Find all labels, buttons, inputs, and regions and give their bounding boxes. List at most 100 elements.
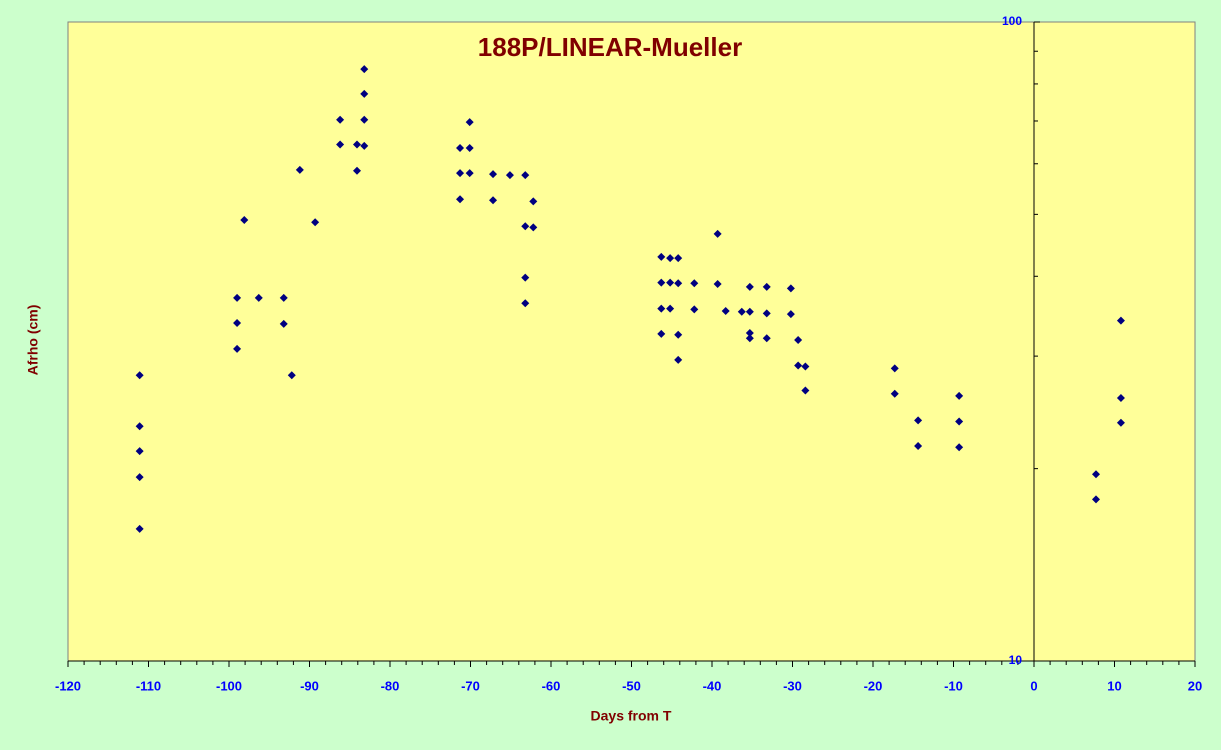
data-point xyxy=(233,293,242,302)
x-tick-label: -40 xyxy=(703,678,722,693)
data-point xyxy=(233,319,242,328)
data-point xyxy=(240,215,249,224)
data-point xyxy=(745,307,754,316)
chart-title: 188P/LINEAR-Mueller xyxy=(478,32,742,62)
data-point xyxy=(794,361,803,370)
data-point xyxy=(279,293,288,302)
x-tick-label: -70 xyxy=(461,678,480,693)
data-point xyxy=(737,307,746,316)
data-point xyxy=(360,115,369,124)
data-point xyxy=(279,319,288,328)
data-point xyxy=(521,171,530,180)
data-point xyxy=(955,391,964,400)
data-point xyxy=(762,334,771,343)
y-axis-label: Afrho (cm) xyxy=(25,305,41,376)
x-tick-label: -90 xyxy=(300,678,319,693)
data-point xyxy=(721,306,730,315)
data-point xyxy=(666,304,675,313)
data-point xyxy=(295,165,304,174)
data-point xyxy=(135,422,144,431)
data-point xyxy=(786,310,795,319)
x-tick-label: -60 xyxy=(542,678,561,693)
x-tick-label: -110 xyxy=(136,678,161,693)
data-point xyxy=(489,196,498,205)
data-point xyxy=(336,115,345,124)
data-point xyxy=(955,443,964,452)
data-point xyxy=(456,195,465,204)
data-point xyxy=(914,442,923,451)
data-point xyxy=(1091,495,1100,504)
data-point xyxy=(745,329,754,338)
data-point xyxy=(1116,316,1125,325)
data-point xyxy=(465,118,474,127)
data-point xyxy=(890,364,899,373)
data-point xyxy=(890,389,899,398)
data-point xyxy=(254,293,263,302)
data-point xyxy=(666,254,675,263)
data-point xyxy=(955,417,964,426)
data-point xyxy=(657,252,666,261)
data-point xyxy=(690,305,699,314)
x-tick-label: -100 xyxy=(216,678,242,693)
data-point xyxy=(713,280,722,289)
data-point xyxy=(713,229,722,238)
data-point xyxy=(456,144,465,153)
data-point xyxy=(674,330,683,339)
data-point xyxy=(1116,393,1125,402)
data-point xyxy=(914,416,923,425)
data-point xyxy=(352,166,361,175)
data-point xyxy=(336,140,345,149)
data-point xyxy=(311,218,320,227)
data-point xyxy=(657,304,666,313)
data-point xyxy=(1091,470,1100,479)
x-tick-label: -30 xyxy=(783,678,802,693)
x-tick-label: -10 xyxy=(944,678,963,693)
data-point xyxy=(674,279,683,288)
y-tick-label: 10 xyxy=(1009,653,1023,667)
data-point xyxy=(666,278,675,287)
data-point xyxy=(786,284,795,293)
y-tick-label: 100 xyxy=(1002,14,1022,28)
data-point xyxy=(801,386,810,395)
data-point xyxy=(674,355,683,364)
x-tick-label: 20 xyxy=(1188,678,1202,693)
data-point xyxy=(521,222,530,231)
data-point xyxy=(287,371,296,380)
data-point xyxy=(745,334,754,343)
data-point xyxy=(690,279,699,288)
data-point xyxy=(801,362,810,371)
data-point xyxy=(489,170,498,179)
data-point xyxy=(456,169,465,178)
x-tick-label: -80 xyxy=(381,678,400,693)
x-tick-label: -50 xyxy=(622,678,641,693)
x-axis-label: Days from T xyxy=(591,708,672,724)
data-point xyxy=(465,144,474,153)
data-point xyxy=(674,254,683,263)
data-point xyxy=(135,447,144,456)
data-point xyxy=(352,140,361,149)
x-tick-label: -20 xyxy=(864,678,883,693)
data-point xyxy=(762,282,771,291)
data-point xyxy=(135,371,144,380)
x-tick-label: 10 xyxy=(1107,678,1121,693)
plot-area xyxy=(67,21,1196,662)
data-point xyxy=(657,278,666,287)
data-point xyxy=(657,329,666,338)
x-tick-label: 0 xyxy=(1030,678,1037,693)
data-point xyxy=(762,309,771,318)
data-point xyxy=(233,344,242,353)
data-point xyxy=(360,141,369,150)
data-point xyxy=(360,89,369,98)
data-point xyxy=(529,223,538,232)
data-point xyxy=(1116,418,1125,427)
data-point xyxy=(360,65,369,74)
data-point xyxy=(135,524,144,533)
data-point xyxy=(465,169,474,178)
data-point xyxy=(135,473,144,482)
data-point xyxy=(529,197,538,206)
data-point xyxy=(505,171,514,180)
data-point xyxy=(521,299,530,308)
data-point xyxy=(521,273,530,282)
data-point xyxy=(745,282,754,291)
